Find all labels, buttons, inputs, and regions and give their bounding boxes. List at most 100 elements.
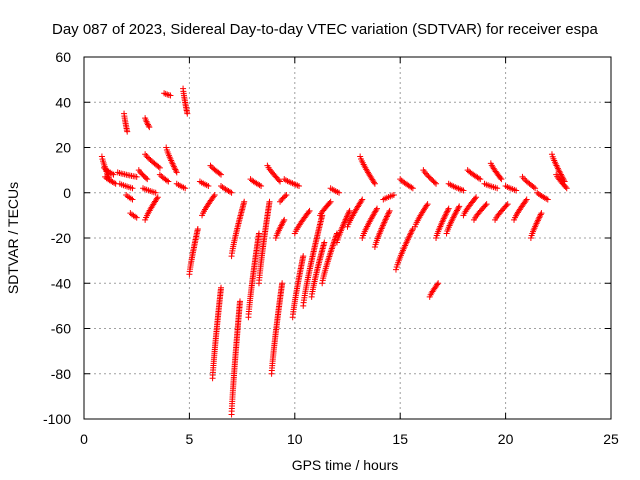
data-point [494, 185, 501, 192]
data-point [330, 240, 337, 247]
data-point [153, 195, 160, 202]
data-point [385, 209, 392, 216]
data-point [405, 234, 412, 241]
data-point [482, 202, 489, 209]
series-arc-61 [492, 201, 511, 223]
data-point [98, 153, 105, 160]
data-point [110, 171, 117, 178]
series-arc-05 [114, 169, 140, 180]
data-point [328, 245, 335, 252]
data-point [384, 212, 391, 219]
x-axis-label: GPS time / hours [292, 457, 399, 473]
y-axis-label: SDTVAR / TECUs [5, 182, 21, 294]
data-point [143, 153, 150, 160]
data-point [218, 171, 225, 178]
data-point [236, 298, 243, 305]
data-point [343, 215, 350, 222]
data-point [537, 211, 544, 218]
series-arc-56 [460, 194, 480, 219]
series-arc-02 [101, 164, 117, 178]
data-point [397, 176, 404, 183]
data-point [266, 198, 273, 205]
data-point [530, 184, 537, 191]
data-point [563, 185, 570, 192]
data-point [383, 213, 390, 220]
series-arc-06 [116, 180, 136, 192]
series-arc-23 [209, 284, 225, 382]
data-point [327, 198, 334, 205]
series-arc-53 [433, 205, 452, 241]
series-arc-21 [196, 178, 212, 189]
data-point [423, 202, 430, 209]
data-point [152, 189, 159, 196]
data-point [211, 192, 218, 199]
data-point [456, 203, 463, 210]
series-arc-41 [327, 185, 343, 196]
data-point [210, 193, 217, 200]
data-point [534, 217, 541, 224]
data-point [371, 179, 378, 186]
data-point [522, 197, 529, 204]
data-point [167, 92, 174, 99]
data-point [383, 214, 390, 221]
data-point [359, 196, 366, 203]
data-point [535, 215, 542, 222]
series-arc-03 [102, 173, 119, 187]
series-arc-32 [272, 216, 288, 241]
series-arc-15 [163, 144, 180, 176]
data-point [333, 239, 340, 246]
data-point [532, 185, 539, 192]
data-point [283, 192, 290, 199]
data-point [520, 175, 527, 182]
data-point [327, 248, 334, 255]
data-point [450, 214, 457, 221]
data-point [558, 172, 565, 179]
data-point [390, 192, 397, 199]
y-tick-label: -60 [51, 321, 71, 337]
data-point [538, 210, 545, 217]
data-point [442, 212, 449, 219]
series-arc-26 [228, 198, 248, 260]
data-point [559, 174, 566, 181]
series-arc-13 [142, 194, 161, 223]
data-point [129, 196, 136, 203]
series-arc-31 [268, 280, 286, 377]
series-arc-33 [277, 192, 290, 205]
series-arc-07 [123, 192, 136, 203]
series-arc-39 [317, 198, 334, 219]
data-point [373, 206, 380, 213]
data-point [452, 210, 459, 217]
x-tick-label: 5 [186, 431, 194, 447]
data-point [409, 185, 416, 192]
data-point [537, 212, 544, 219]
series-arc-42 [333, 207, 353, 246]
series-arc-37 [300, 212, 326, 309]
data-point [124, 128, 131, 135]
data-point [422, 170, 429, 177]
data-point [441, 214, 448, 221]
series-arc-62 [502, 182, 520, 194]
series-arc-25 [228, 298, 243, 418]
data-point [277, 178, 284, 185]
data-point [172, 166, 179, 173]
data-point [146, 124, 153, 131]
data-point [455, 204, 462, 211]
data-point [556, 168, 563, 175]
data-point [345, 209, 352, 216]
data-point [381, 219, 388, 226]
data-point [255, 230, 262, 237]
data-point [407, 231, 414, 238]
data-point [279, 280, 286, 287]
data-point [408, 184, 415, 191]
data-point [345, 210, 352, 217]
series-arc-52 [426, 280, 442, 300]
series-arc-11 [135, 167, 151, 183]
data-point [359, 235, 366, 241]
data-point [444, 208, 451, 215]
data-point [331, 236, 338, 243]
series-arc-40 [319, 230, 340, 287]
data-point [184, 110, 191, 117]
data-point [171, 165, 178, 172]
data-point [406, 233, 413, 240]
series-arc-34 [281, 176, 303, 189]
